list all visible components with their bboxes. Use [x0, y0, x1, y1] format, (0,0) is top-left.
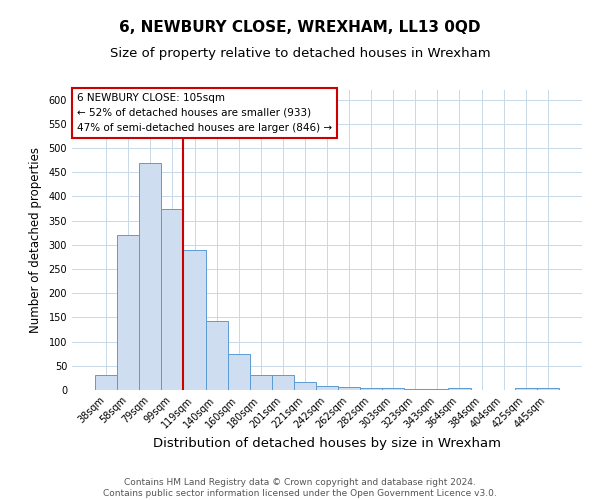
Bar [448, 388, 470, 390]
Text: 6 NEWBURY CLOSE: 105sqm
← 52% of detached houses are smaller (933)
47% of semi-d: 6 NEWBURY CLOSE: 105sqm ← 52% of detache… [77, 93, 332, 132]
Bar [161, 208, 184, 390]
Bar [206, 321, 227, 390]
Y-axis label: Number of detached properties: Number of detached properties [29, 147, 41, 333]
Bar [139, 162, 161, 390]
Bar [294, 382, 316, 390]
Text: 6, NEWBURY CLOSE, WREXHAM, LL13 0QD: 6, NEWBURY CLOSE, WREXHAM, LL13 0QD [119, 20, 481, 35]
Bar [272, 376, 294, 390]
Bar [117, 235, 139, 390]
X-axis label: Distribution of detached houses by size in Wrexham: Distribution of detached houses by size … [153, 436, 501, 450]
Text: Contains HM Land Registry data © Crown copyright and database right 2024.
Contai: Contains HM Land Registry data © Crown c… [103, 478, 497, 498]
Bar [250, 374, 272, 390]
Bar [227, 354, 250, 390]
Bar [427, 389, 448, 390]
Bar [360, 388, 382, 390]
Bar [537, 388, 559, 390]
Bar [404, 389, 427, 390]
Bar [382, 388, 404, 390]
Bar [184, 250, 206, 390]
Bar [515, 388, 537, 390]
Bar [316, 386, 338, 390]
Bar [95, 374, 117, 390]
Bar [338, 387, 360, 390]
Text: Size of property relative to detached houses in Wrexham: Size of property relative to detached ho… [110, 48, 490, 60]
